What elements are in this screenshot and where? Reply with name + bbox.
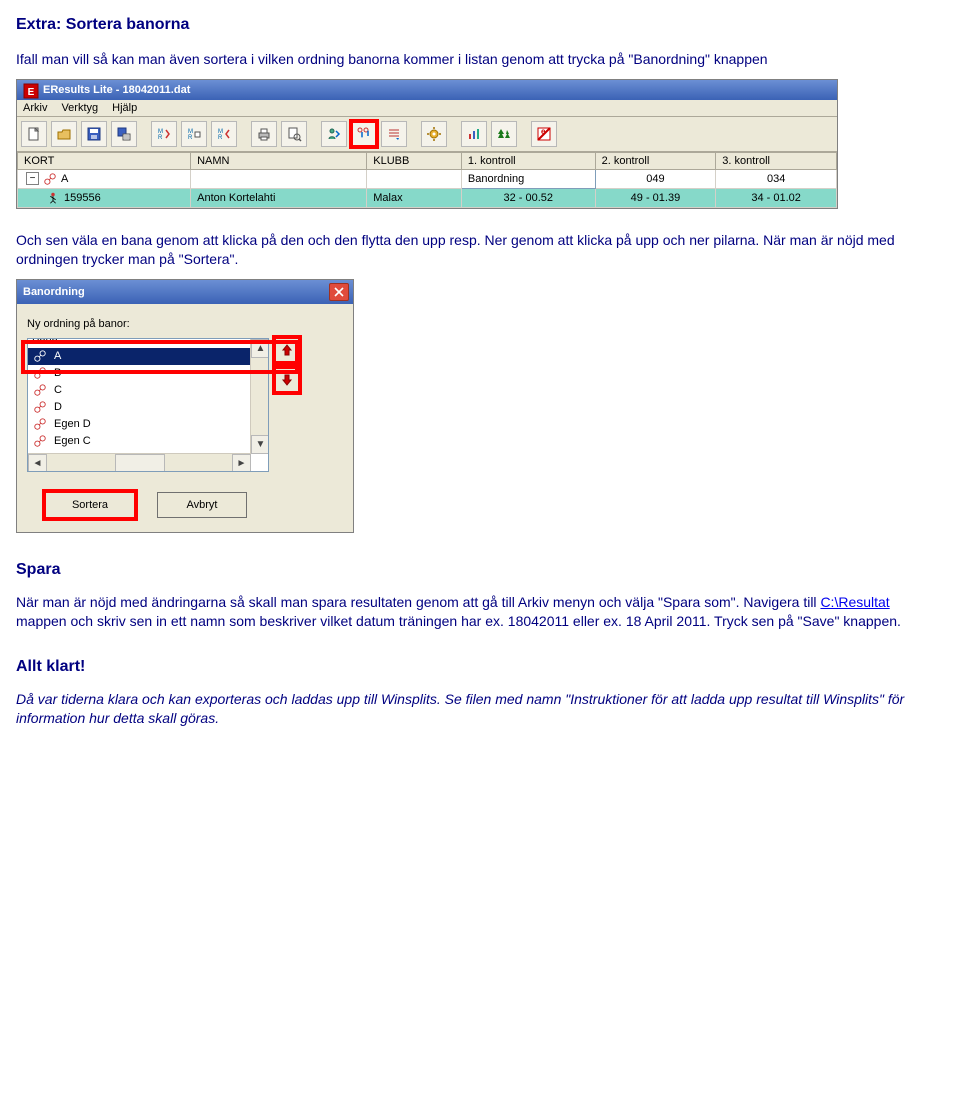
paragraph-4: Då var tiderna klara och kan exporteras … xyxy=(16,690,944,728)
course-icon xyxy=(32,400,48,414)
tool-preview-icon[interactable] xyxy=(281,121,307,147)
toolbar-sep xyxy=(141,122,147,146)
col-klubb[interactable]: KLUBB xyxy=(367,152,462,169)
arrow-up-icon xyxy=(280,343,294,357)
col-k2[interactable]: 2. kontroll xyxy=(595,152,716,169)
cell-kort: 159556 xyxy=(64,192,101,204)
scrollbar-horizontal[interactable]: ◄ ► xyxy=(28,453,251,471)
sortera-button[interactable]: Sortera xyxy=(45,492,135,518)
toolbar-sep4 xyxy=(411,122,417,146)
table-row-runner: 159556 Anton Kortelahti Malax 32 - 00.52… xyxy=(18,188,837,207)
scroll-thumb[interactable] xyxy=(115,454,165,472)
svg-text:R: R xyxy=(188,135,193,141)
tool-chart-icon[interactable] xyxy=(461,121,487,147)
tool-person-icon[interactable] xyxy=(321,121,347,147)
svg-text:R: R xyxy=(158,135,163,141)
svg-text:R: R xyxy=(218,135,223,141)
move-down-button[interactable] xyxy=(275,368,299,392)
col-kort[interactable]: KORT xyxy=(18,152,191,169)
arrow-down-icon xyxy=(280,373,294,387)
table-row-group: − A Banordning 049 034 xyxy=(18,169,837,188)
section-title-sortera: Extra: Sortera banorna xyxy=(16,16,944,34)
col-k3[interactable]: 3. kontroll xyxy=(716,152,837,169)
scroll-left-icon[interactable]: ◄ xyxy=(28,454,47,472)
course-label: A xyxy=(61,173,68,185)
course-icon xyxy=(32,383,48,397)
cresultat-link[interactable]: C:\Resultat xyxy=(820,594,889,610)
cell-klubb: Malax xyxy=(367,188,462,207)
tool-trees-icon[interactable] xyxy=(491,121,517,147)
cell-k3-a: 034 xyxy=(716,169,837,188)
paragraph-1: Ifall man vill så kan man även sortera i… xyxy=(16,50,944,69)
banordning-cell[interactable]: Banordning xyxy=(461,169,595,188)
tool-list-icon[interactable] xyxy=(381,121,407,147)
course-icon xyxy=(32,417,48,431)
col-k1[interactable]: 1. kontroll xyxy=(461,152,595,169)
dialog-label: Ny ordning på banor: xyxy=(27,318,343,330)
list-item[interactable]: Egen C xyxy=(28,433,268,450)
toolbar-sep3 xyxy=(311,122,317,146)
cell-namn: Anton Kortelahti xyxy=(191,188,367,207)
list-item[interactable]: D xyxy=(28,399,268,416)
list-item[interactable]: C xyxy=(28,382,268,399)
cell-k2-a: 049 xyxy=(595,169,716,188)
list-item[interactable]: B xyxy=(28,365,268,382)
tool-settings-icon[interactable] xyxy=(421,121,447,147)
col-namn[interactable]: NAMN xyxy=(191,152,367,169)
toolbar-sep2 xyxy=(241,122,247,146)
close-icon xyxy=(334,287,344,297)
cell-k2: 49 - 01.39 xyxy=(595,188,716,207)
paragraph-3: När man är nöjd med ändringarna så skall… xyxy=(16,593,944,631)
tool-banordning-icon[interactable] xyxy=(351,121,377,147)
svg-text:E: E xyxy=(28,87,35,98)
runner-icon xyxy=(46,191,60,205)
tree-collapse-icon[interactable]: − xyxy=(26,172,39,185)
avbryt-button[interactable]: Avbryt xyxy=(157,492,247,518)
tool-mtr3-icon[interactable]: MR xyxy=(211,121,237,147)
tool-e-icon[interactable]: e xyxy=(531,121,557,147)
dialog-title: Banordning xyxy=(23,286,85,298)
tool-open-icon[interactable] xyxy=(51,121,77,147)
tool-new-icon[interactable] xyxy=(21,121,47,147)
scrollbar-vertical[interactable]: ▲ ▼ xyxy=(250,339,268,454)
eresults-window: E EResults Lite - 18042011.dat Arkiv Ver… xyxy=(16,79,838,209)
course-listbox[interactable]: Bana A B C xyxy=(27,338,269,472)
cell-k3: 34 - 01.02 xyxy=(716,188,837,207)
tool-print-icon[interactable] xyxy=(251,121,277,147)
move-up-button[interactable] xyxy=(275,338,299,362)
results-table: KORT NAMN KLUBB 1. kontroll 2. kontroll … xyxy=(17,152,837,208)
app-icon: E xyxy=(23,83,37,97)
list-item[interactable]: Egen D xyxy=(28,416,268,433)
section-title-klart: Allt klart! xyxy=(16,658,944,676)
toolbar: MR MR MR e xyxy=(17,117,837,152)
toolbar-sep6 xyxy=(521,122,527,146)
menu-verktyg[interactable]: Verktyg xyxy=(61,102,98,114)
menubar: Arkiv Verktyg Hjälp xyxy=(17,100,837,117)
menu-hjalp[interactable]: Hjälp xyxy=(112,102,137,114)
toolbar-sep5 xyxy=(451,122,457,146)
paragraph-2: Och sen väla en bana genom att klicka på… xyxy=(16,231,944,269)
list-item-selected[interactable]: A xyxy=(28,348,268,365)
course-icon xyxy=(43,172,57,186)
window-titlebar: E EResults Lite - 18042011.dat xyxy=(17,80,837,100)
tool-save-icon[interactable] xyxy=(81,121,107,147)
banordning-dialog: Banordning Ny ordning på banor: Bana A xyxy=(16,279,354,533)
section-title-spara: Spara xyxy=(16,561,944,579)
course-icon xyxy=(32,434,48,448)
svg-text:e: e xyxy=(541,127,546,136)
dialog-titlebar: Banordning xyxy=(17,280,353,304)
close-button[interactable] xyxy=(329,283,349,301)
list-item[interactable]: Bana xyxy=(28,338,268,348)
course-icon xyxy=(32,366,48,380)
tool-mtr1-icon[interactable]: MR xyxy=(151,121,177,147)
scroll-right-icon[interactable]: ► xyxy=(232,454,251,472)
window-title: EResults Lite - 18042011.dat xyxy=(43,84,190,96)
course-icon xyxy=(32,349,48,363)
scroll-down-icon[interactable]: ▼ xyxy=(251,435,269,454)
tool-mtr2-icon[interactable]: MR xyxy=(181,121,207,147)
tool-savedb-icon[interactable] xyxy=(111,121,137,147)
scroll-up-icon[interactable]: ▲ xyxy=(251,339,269,358)
cell-k1: 32 - 00.52 xyxy=(461,188,595,207)
menu-arkiv[interactable]: Arkiv xyxy=(23,102,47,114)
